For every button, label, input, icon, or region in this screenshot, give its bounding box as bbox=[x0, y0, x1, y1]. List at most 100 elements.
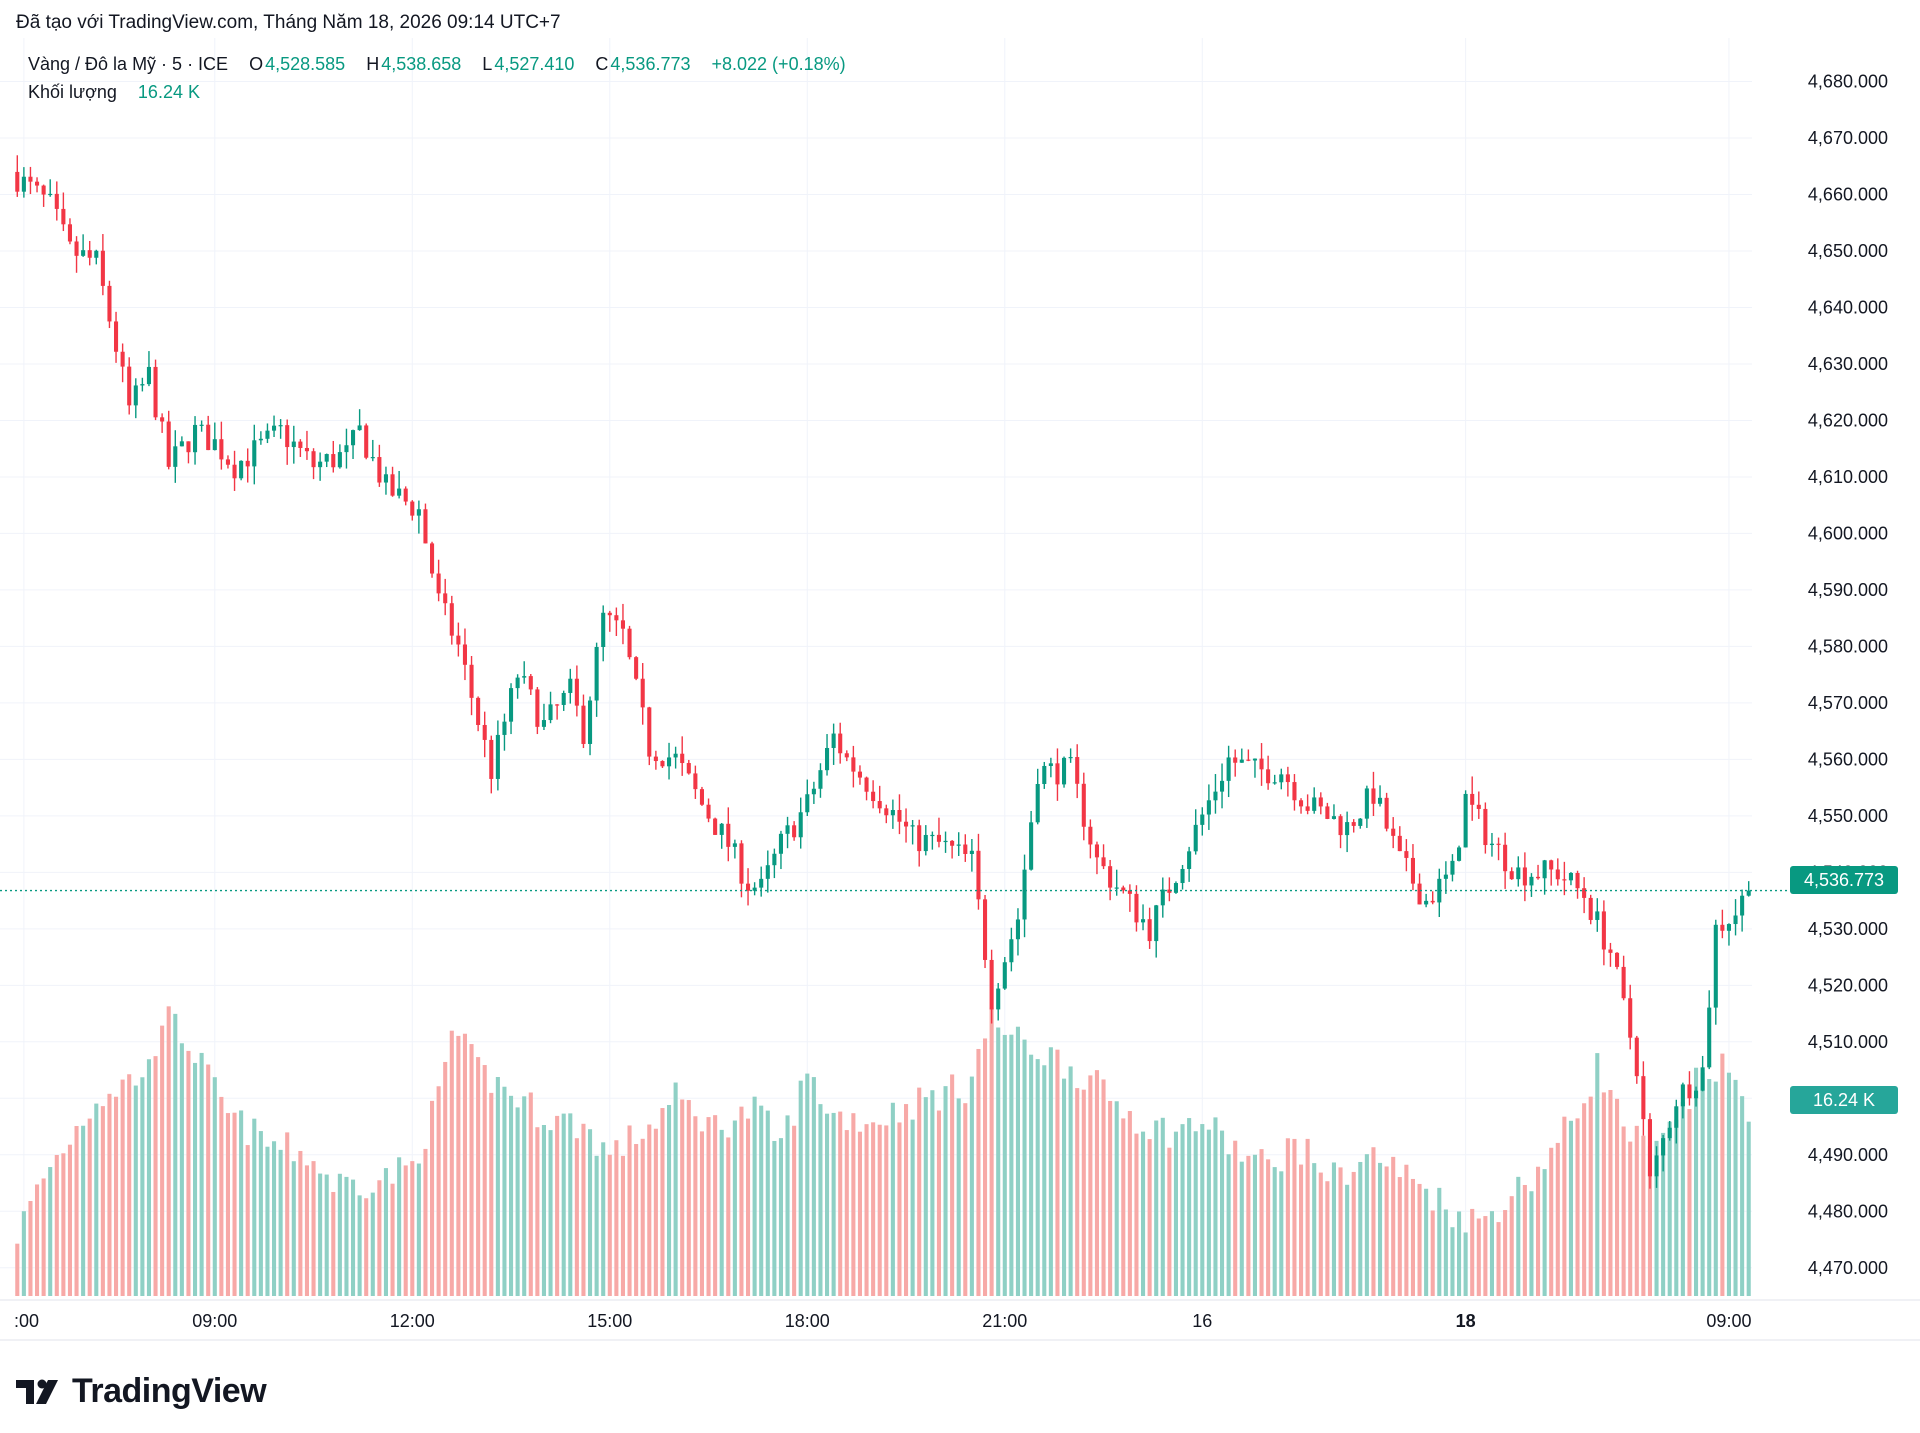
volume-bar bbox=[1187, 1118, 1192, 1296]
candle-body bbox=[765, 865, 770, 879]
volume-bar bbox=[1029, 1054, 1034, 1296]
volume-bar bbox=[1489, 1211, 1494, 1296]
volume-bar bbox=[1615, 1098, 1620, 1296]
candle-body bbox=[311, 451, 316, 468]
open-value: 4,528.585 bbox=[265, 54, 346, 74]
candle-body bbox=[1568, 873, 1573, 881]
candle-body bbox=[1193, 824, 1198, 852]
candle-body bbox=[1187, 851, 1192, 869]
candle-body bbox=[798, 812, 803, 838]
candle-body bbox=[1516, 867, 1521, 880]
volume-bar bbox=[1628, 1141, 1633, 1296]
volume-bar bbox=[1279, 1171, 1284, 1296]
volume-bar bbox=[239, 1110, 244, 1296]
candle-body bbox=[489, 739, 494, 779]
volume-bar bbox=[719, 1129, 724, 1296]
candle-body bbox=[950, 840, 955, 846]
candle-body bbox=[963, 844, 968, 854]
candle-body bbox=[1266, 769, 1271, 784]
candle-body bbox=[818, 770, 823, 789]
volume-bar bbox=[1141, 1131, 1146, 1296]
volume-bar bbox=[1246, 1155, 1251, 1296]
volume-bar bbox=[785, 1115, 790, 1296]
candle-body bbox=[983, 899, 988, 960]
volume-bar bbox=[640, 1138, 645, 1296]
volume-bar bbox=[969, 1076, 974, 1296]
volume-bar bbox=[1002, 1034, 1007, 1296]
volume-bar bbox=[35, 1184, 40, 1296]
volume-bar bbox=[1483, 1216, 1488, 1296]
candle-body bbox=[245, 460, 250, 467]
x-tick-label: 09:00 bbox=[1706, 1311, 1751, 1331]
candle-body bbox=[1299, 800, 1304, 807]
symbol-label[interactable]: Vàng / Đô la Mỹ · 5 · ICE bbox=[28, 54, 229, 74]
volume-bar bbox=[1075, 1088, 1080, 1296]
volume-bar bbox=[1167, 1147, 1172, 1296]
candle-body bbox=[1746, 890, 1751, 896]
volume-bar bbox=[146, 1059, 151, 1296]
volume-bar bbox=[1134, 1133, 1139, 1296]
candle-body bbox=[114, 321, 119, 352]
volume-bar bbox=[620, 1155, 625, 1296]
candle-body bbox=[588, 700, 593, 744]
volume-bar bbox=[285, 1132, 290, 1296]
volume-bar bbox=[245, 1145, 250, 1296]
volume-bar bbox=[1364, 1154, 1369, 1296]
candle-body bbox=[476, 697, 481, 725]
candle-body bbox=[94, 250, 99, 258]
candle-body bbox=[943, 840, 948, 843]
candle-body bbox=[1549, 860, 1554, 870]
volume-bar bbox=[370, 1192, 375, 1296]
volume-bar bbox=[351, 1179, 356, 1296]
tradingview-logo[interactable]: TradingView bbox=[16, 1372, 267, 1411]
candle-body bbox=[877, 801, 882, 809]
volume-bar bbox=[357, 1195, 362, 1296]
volume-bar bbox=[1331, 1162, 1336, 1296]
candle-body bbox=[647, 707, 652, 757]
candle-body bbox=[1338, 816, 1343, 836]
candle-body bbox=[1582, 888, 1587, 898]
candle-body bbox=[910, 825, 915, 827]
candle-body bbox=[153, 366, 158, 418]
candle-body bbox=[568, 678, 573, 693]
candle-body bbox=[1180, 868, 1185, 884]
volume-bar bbox=[686, 1100, 691, 1296]
candle-body bbox=[1378, 797, 1383, 804]
candle-body bbox=[265, 430, 270, 439]
volume-tag: 16.24 K bbox=[1790, 1086, 1898, 1114]
volume-legend: Khối lượng 16.24 K bbox=[28, 82, 202, 103]
candle-body bbox=[1437, 878, 1442, 903]
volume-bar bbox=[225, 1113, 230, 1296]
candle-body bbox=[193, 424, 198, 453]
candle-body bbox=[904, 821, 909, 827]
volume-bar bbox=[864, 1124, 869, 1296]
volume-label[interactable]: Khối lượng bbox=[28, 82, 117, 102]
candle-body bbox=[653, 756, 658, 762]
volume-bar bbox=[1496, 1222, 1501, 1296]
brand-name: TradingView bbox=[72, 1372, 267, 1410]
volume-bar bbox=[1621, 1126, 1626, 1296]
candle-body bbox=[1358, 818, 1363, 826]
candle-body bbox=[640, 678, 645, 708]
volume-bar bbox=[1213, 1117, 1218, 1296]
candle-body bbox=[614, 615, 619, 621]
volume-bar bbox=[1463, 1232, 1468, 1296]
volume-bar bbox=[1450, 1227, 1455, 1296]
candle-body bbox=[1127, 890, 1132, 894]
y-tick-label: 4,470.000 bbox=[1808, 1258, 1888, 1278]
candle-body bbox=[1015, 919, 1020, 940]
volume-bar bbox=[1233, 1140, 1238, 1296]
candle-body bbox=[831, 733, 836, 748]
candle-body bbox=[1542, 860, 1547, 879]
candle-body bbox=[686, 763, 691, 774]
volume-bar bbox=[1661, 1132, 1666, 1296]
x-tick-label: 18 bbox=[1456, 1311, 1476, 1331]
candle-body bbox=[1075, 757, 1080, 784]
candle-body bbox=[416, 509, 421, 516]
candle-body bbox=[825, 747, 830, 771]
volume-bar bbox=[1522, 1184, 1527, 1296]
volume-bar bbox=[1694, 1067, 1699, 1296]
volume-bar bbox=[449, 1030, 454, 1296]
candle-body bbox=[1029, 822, 1034, 870]
